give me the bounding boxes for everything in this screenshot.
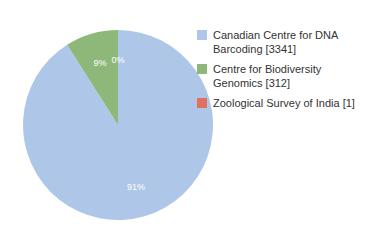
svg-text:91%: 91%	[127, 182, 145, 192]
svg-text:9%: 9%	[93, 58, 106, 68]
html-text:Centre for Biodiversity Genomi: Centre for Biodiversity Genomics [312]	[213, 63, 322, 89]
html-text:Canadian Centre for DNA Barcod: Canadian Centre for DNA Barcoding [3341]	[213, 29, 339, 55]
svg-text:0%: 0%	[111, 55, 124, 65]
html-text:Zoological Survey of India [1]: Zoological Survey of India [1]	[213, 97, 355, 109]
